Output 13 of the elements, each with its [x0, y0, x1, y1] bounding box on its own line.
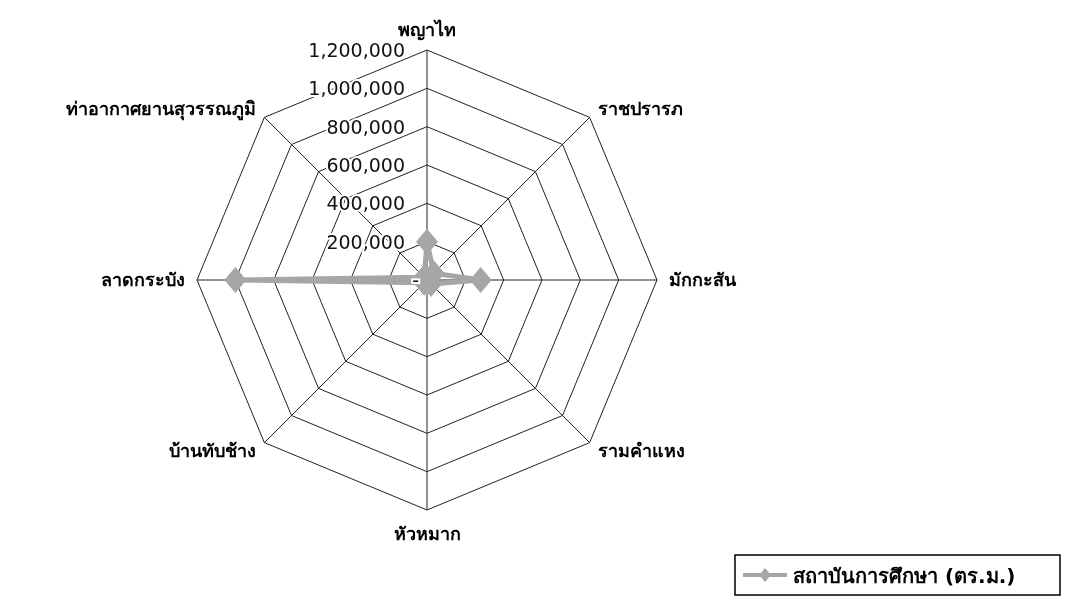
spoke-label: พญาไท — [398, 19, 456, 41]
spoke-label: ราชปรารภ — [598, 97, 684, 119]
y-tick-label: 1,200,000 — [308, 39, 405, 61]
y-tick-label: 800,000 — [326, 115, 405, 138]
spoke-label: มักกะสัน — [669, 269, 737, 290]
spoke-label: หัวหมาก — [393, 523, 461, 544]
spoke-label: ท่าอากาศยานสุวรรณภูมิ — [65, 97, 256, 121]
legend: สถาบันการศึกษา (ตร.ม.) — [734, 554, 1061, 596]
spoke-label: บ้านทับช้าง — [168, 440, 256, 462]
spoke-label: รามคำแหง — [598, 440, 686, 462]
spoke-label: ลาดกระบัง — [101, 269, 185, 290]
legend-label: สถาบันการศึกษา (ตร.ม.) — [793, 564, 1016, 588]
y-tick-label: 600,000 — [326, 154, 405, 176]
